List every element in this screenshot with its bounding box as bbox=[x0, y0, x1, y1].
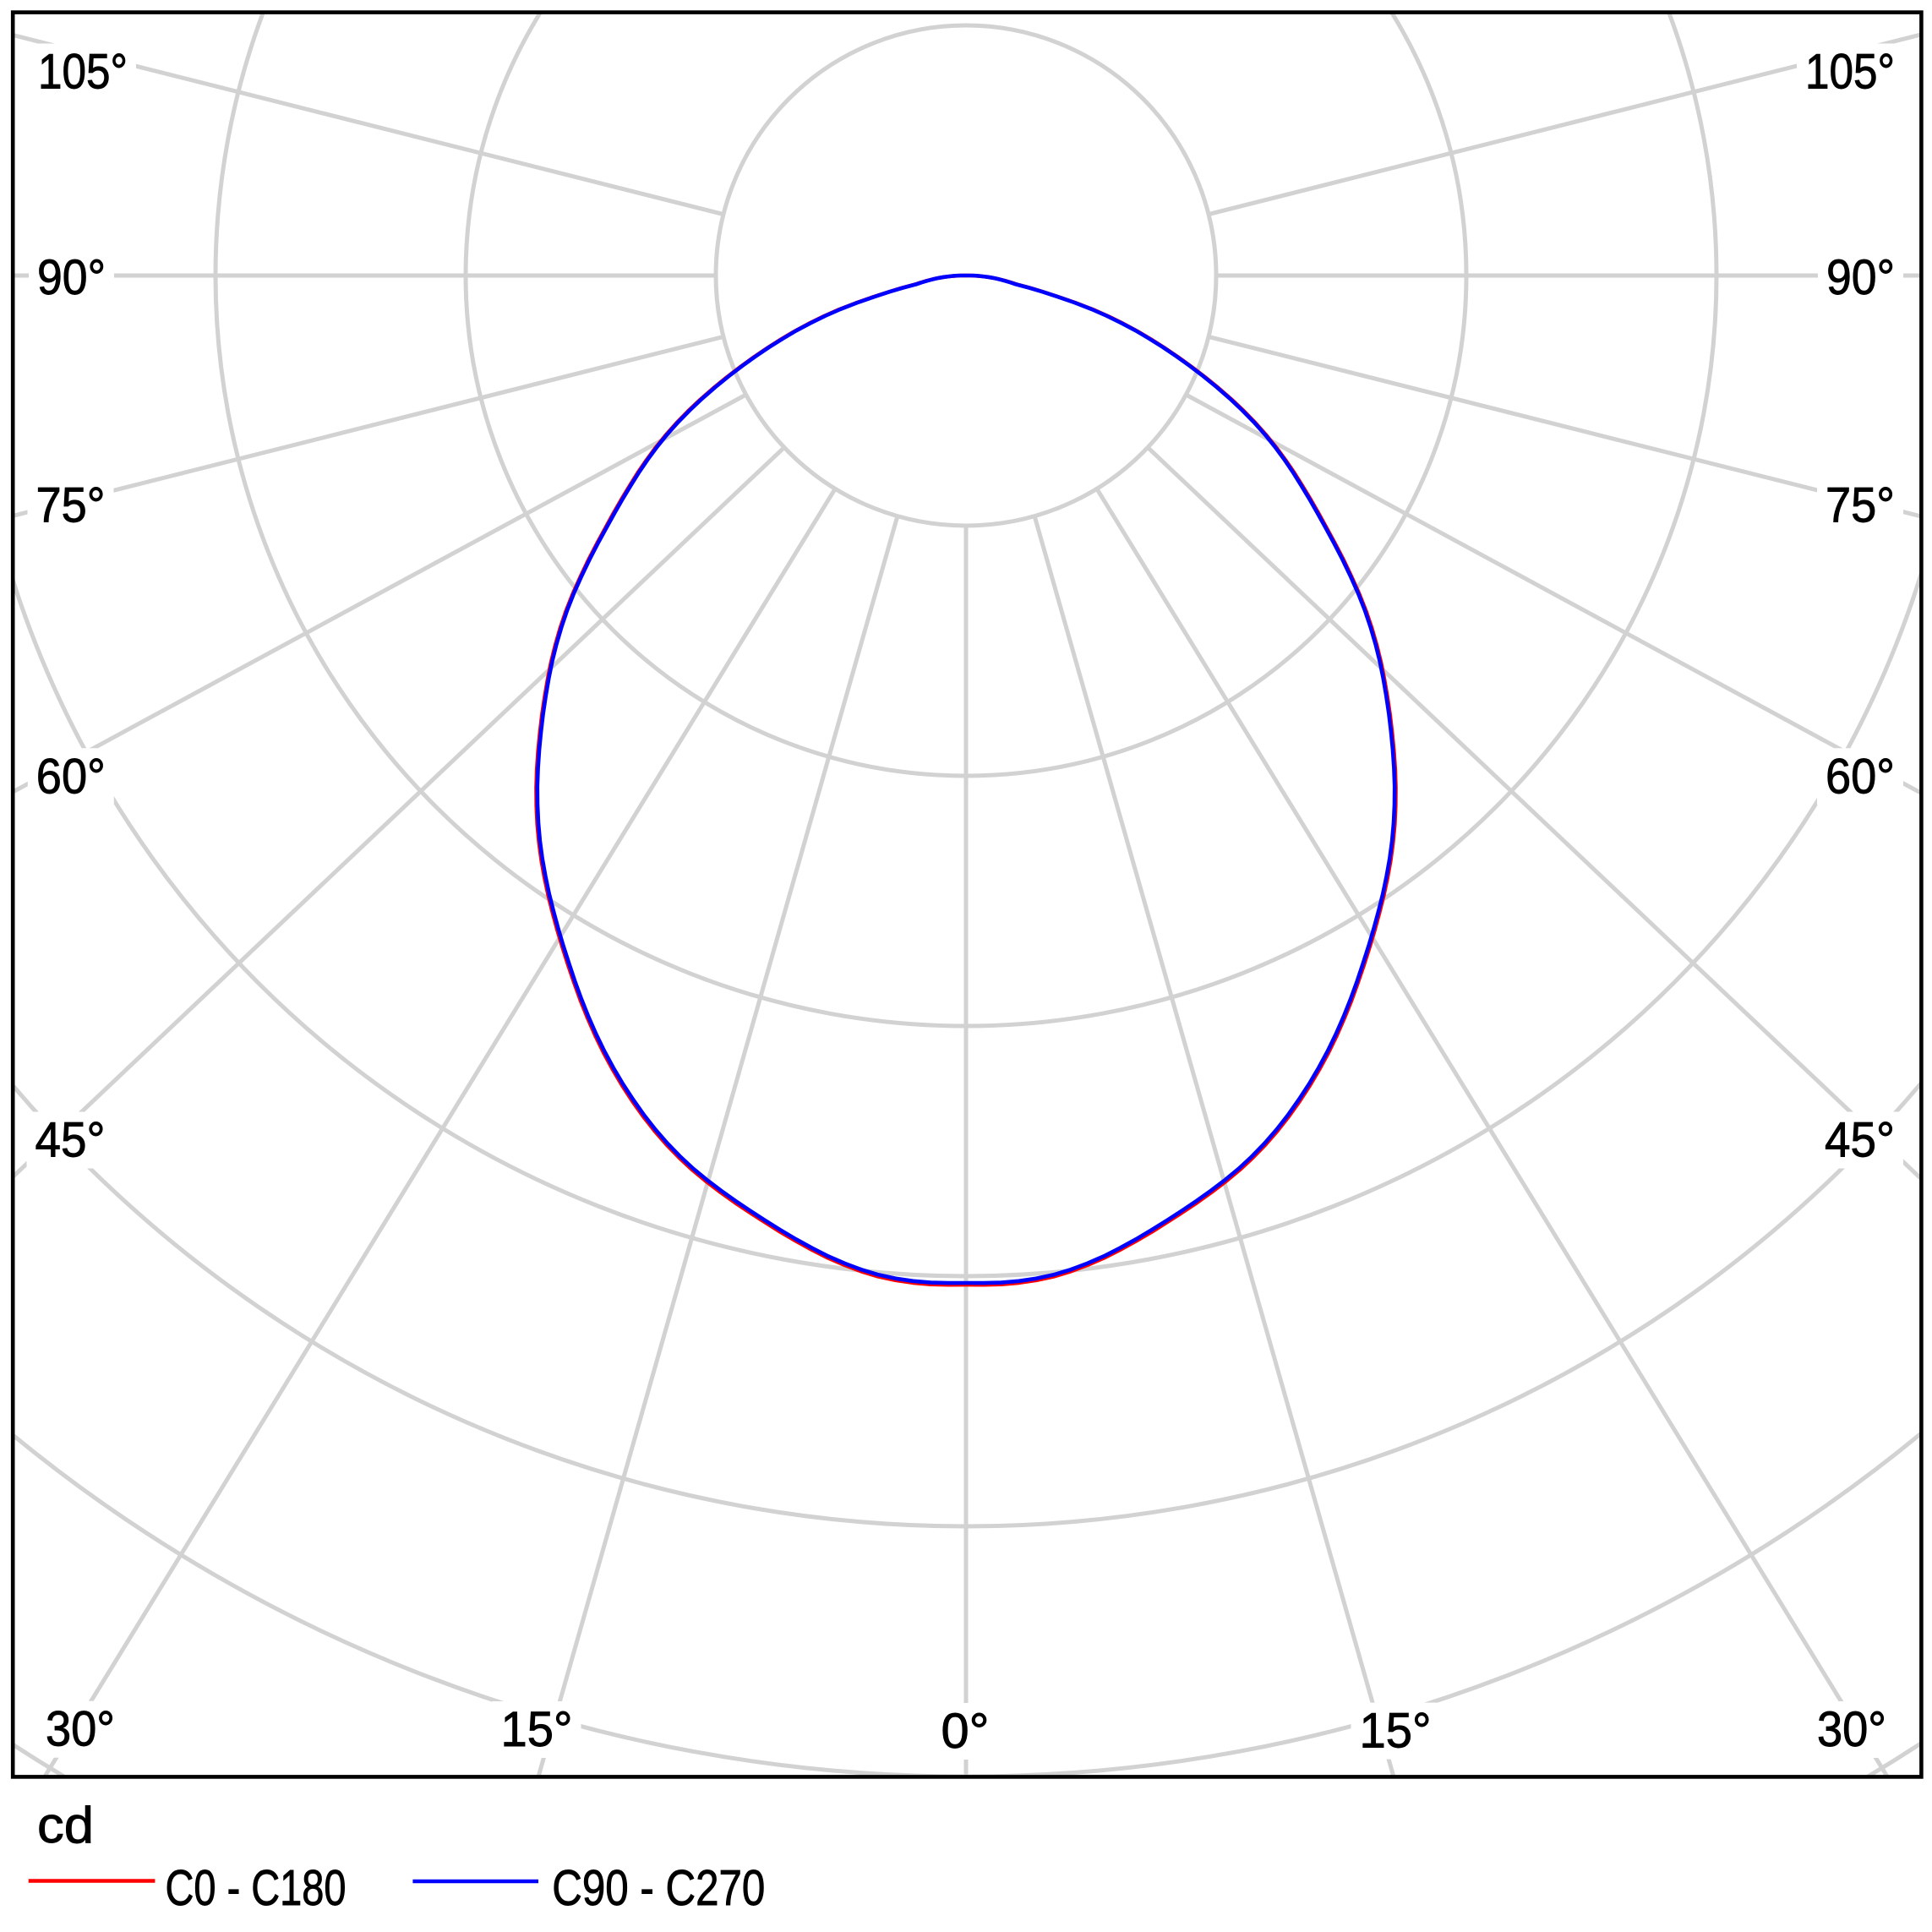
svg-text:C90 - C270: C90 - C270 bbox=[552, 1860, 765, 1916]
svg-text:75°: 75° bbox=[1826, 478, 1895, 533]
svg-text:60°: 60° bbox=[1826, 749, 1895, 804]
svg-text:105°: 105° bbox=[38, 45, 128, 100]
svg-text:105°: 105° bbox=[1805, 45, 1895, 100]
svg-text:15°: 15° bbox=[501, 1702, 573, 1757]
svg-text:60°: 60° bbox=[36, 749, 106, 804]
svg-text:C0 - C180: C0 - C180 bbox=[166, 1860, 347, 1916]
svg-text:90°: 90° bbox=[37, 250, 106, 305]
svg-text:cd: cd bbox=[37, 1797, 94, 1853]
svg-text:0°: 0° bbox=[941, 1704, 990, 1759]
svg-text:90°: 90° bbox=[1826, 250, 1895, 305]
svg-text:75°: 75° bbox=[36, 478, 106, 533]
svg-text:30°: 30° bbox=[46, 1702, 115, 1757]
svg-text:45°: 45° bbox=[1825, 1113, 1895, 1168]
svg-text:30°: 30° bbox=[1817, 1702, 1886, 1757]
svg-text:15°: 15° bbox=[1360, 1704, 1432, 1759]
svg-text:45°: 45° bbox=[35, 1113, 106, 1168]
